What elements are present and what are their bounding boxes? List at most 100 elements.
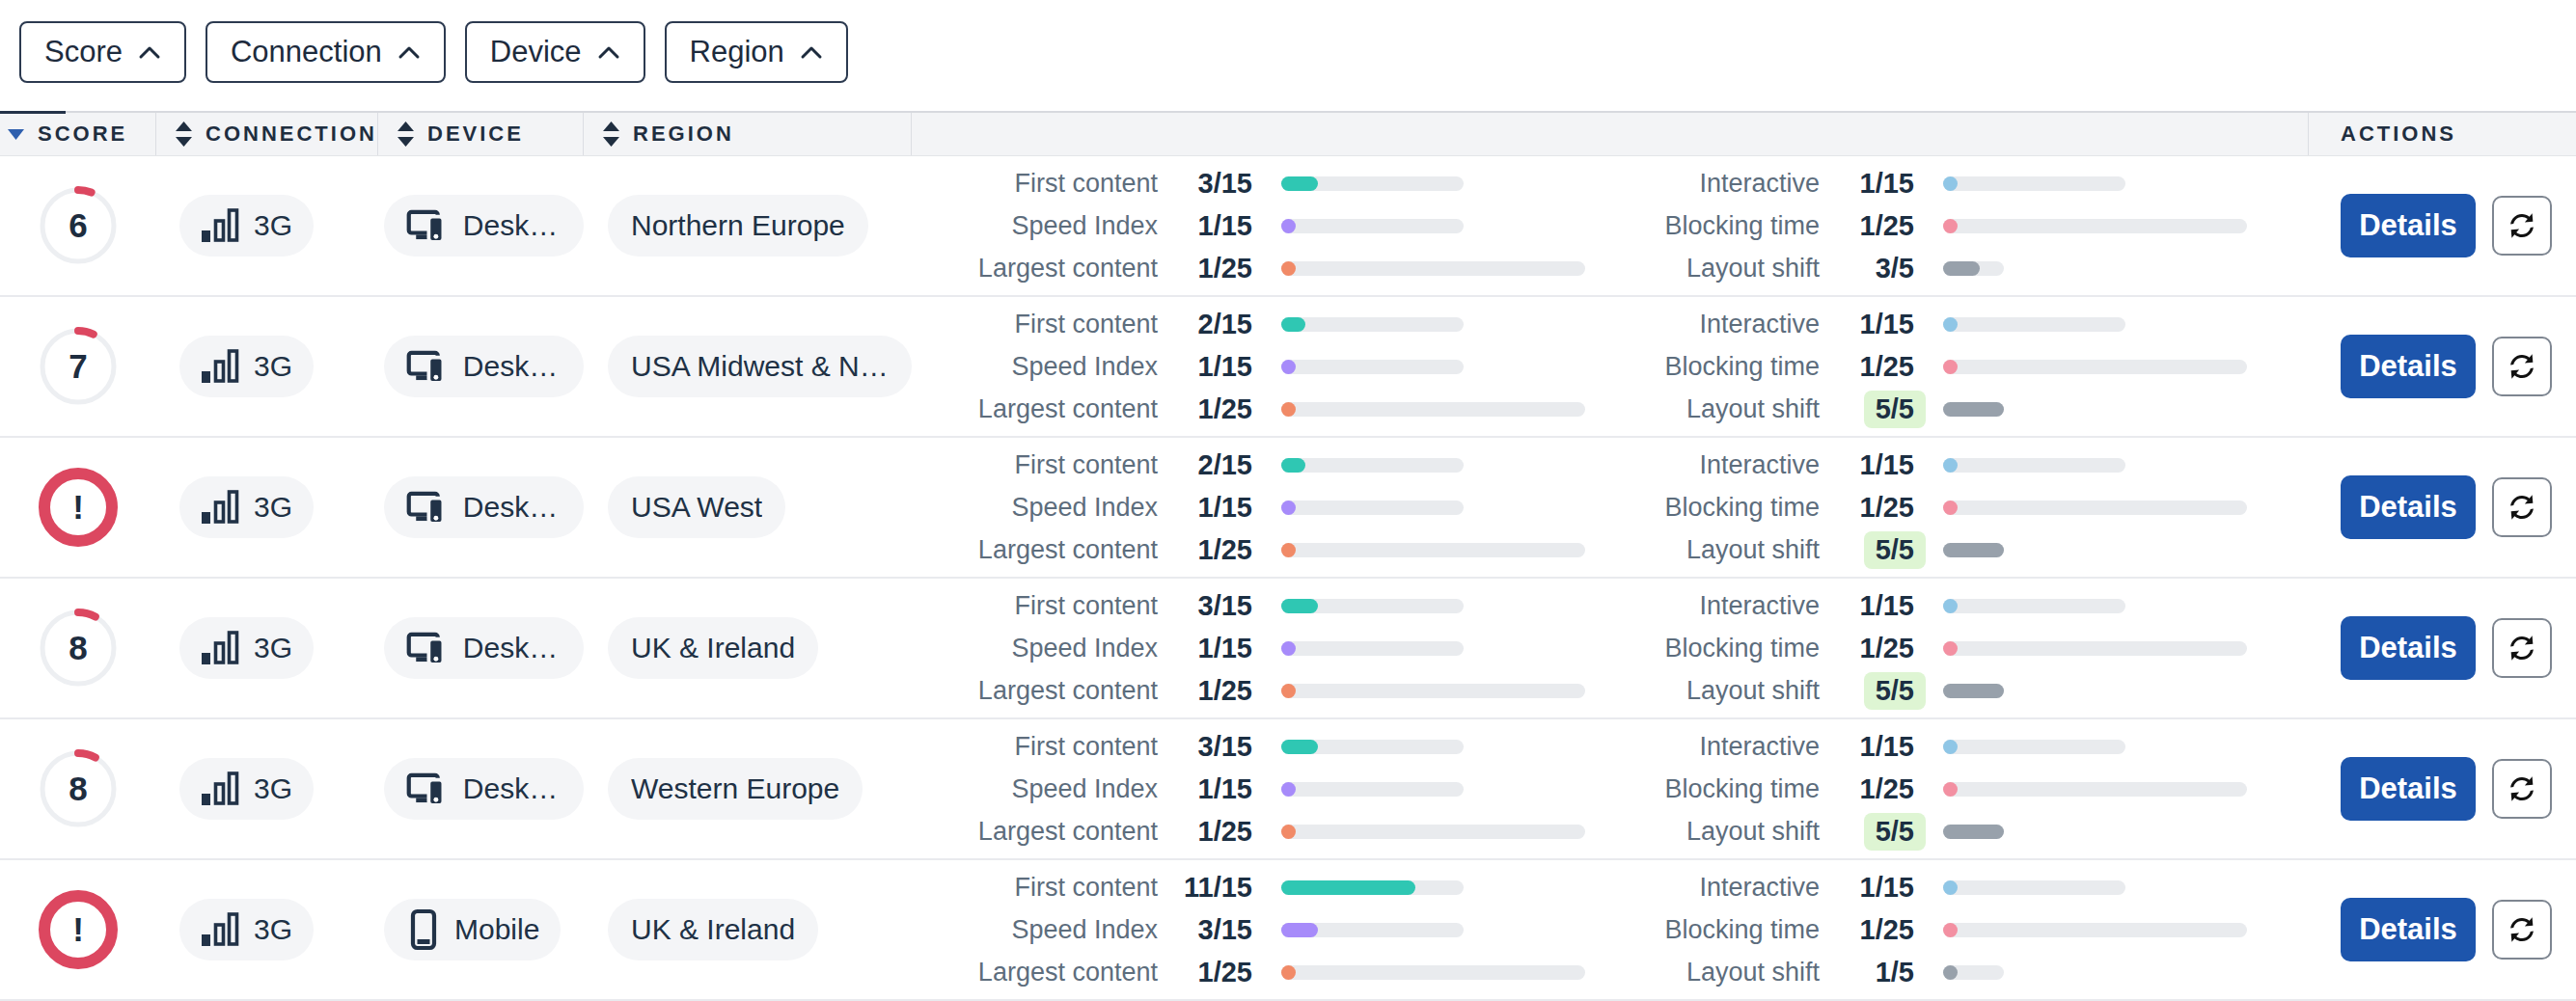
metric-bar <box>1943 543 2261 557</box>
metric-bar <box>1943 782 2261 797</box>
metric-bar-track <box>1943 740 2125 754</box>
metric-row-first_content: First content2/15 <box>912 444 1602 486</box>
sort-icon <box>603 122 619 147</box>
metric-row-layout_shift: Layout shift3/5 <box>1602 247 2309 289</box>
actions-cell: Details <box>2309 335 2576 398</box>
metric-bar-track <box>1281 825 1585 839</box>
metric-bar-fill <box>1943 641 1958 656</box>
metric-row-layout_shift: Layout shift5/5 <box>1602 388 2309 430</box>
metric-row-interactive: Interactive1/15 <box>1602 584 2309 627</box>
metric-row-largest_content: Largest content1/25 <box>912 810 1602 852</box>
metric-bar-fill <box>1281 261 1296 276</box>
metric-label: Layout shift <box>1602 254 1820 284</box>
metric-label: Interactive <box>1602 169 1820 199</box>
region-cell: USA Midwest & No… <box>584 336 912 397</box>
device-label: Desktop <box>463 632 562 664</box>
region-cell: Northern Europe <box>584 195 912 257</box>
metric-bar <box>1281 219 1600 233</box>
device-badge: Desktop <box>384 617 584 679</box>
metric-value: 1/25 <box>1820 633 1914 664</box>
metric-value: 1/15 <box>1820 449 1914 481</box>
metric-label: Largest content <box>912 958 1158 987</box>
details-button[interactable]: Details <box>2341 616 2476 680</box>
metric-bar-fill <box>1943 402 2004 417</box>
metric-bar <box>1943 500 2261 515</box>
metric-bar-track <box>1281 219 1464 233</box>
metric-bar <box>1281 641 1600 656</box>
metric-bar-fill <box>1943 543 2004 557</box>
region-label: USA West <box>631 491 762 524</box>
metric-value: 1/15 <box>1820 731 1914 763</box>
details-button[interactable]: Details <box>2341 898 2476 961</box>
filter-button-region[interactable]: Region <box>665 21 848 83</box>
metric-value: 11/15 <box>1158 872 1252 904</box>
metric-bar-track <box>1943 684 2004 698</box>
metrics-column-left: First content3/15Speed Index1/15Largest … <box>912 162 1602 289</box>
column-header-metrics <box>912 113 2309 155</box>
metric-value: 1/25 <box>1820 773 1914 805</box>
metric-value: 1/15 <box>1158 773 1252 805</box>
metric-bar <box>1281 923 1600 937</box>
metric-bar-fill <box>1943 500 1958 515</box>
connection-cell: 3G <box>156 758 378 820</box>
actions-cell: Details <box>2309 898 2576 961</box>
metric-row-largest_content: Largest content1/25 <box>912 388 1602 430</box>
metric-bar-track <box>1943 543 2004 557</box>
refresh-icon <box>2498 765 2547 814</box>
metric-label: Speed Index <box>912 774 1158 804</box>
filter-button-score[interactable]: Score <box>19 21 186 83</box>
metric-row-interactive: Interactive1/15 <box>1602 725 2309 768</box>
metrics-cell: First content2/15Speed Index1/15Largest … <box>912 303 2309 430</box>
metric-bar-fill <box>1943 458 1958 473</box>
metric-bar-fill <box>1943 923 1958 937</box>
rerun-test-button[interactable] <box>2492 196 2552 256</box>
rerun-test-button[interactable] <box>2492 759 2552 819</box>
metric-bar-track <box>1943 599 2125 613</box>
column-header-actions: ACTIONS <box>2309 113 2576 155</box>
metric-label: Speed Index <box>912 634 1158 663</box>
region-cell: UK & Ireland <box>584 899 912 960</box>
metrics-column-right: Interactive1/15Blocking time1/25Layout s… <box>1602 725 2309 852</box>
metric-label: Speed Index <box>912 352 1158 382</box>
rerun-test-button[interactable] <box>2492 337 2552 396</box>
filter-button-connection[interactable]: Connection <box>206 21 446 83</box>
metric-bar <box>1281 458 1600 473</box>
score-value: 8 <box>38 748 119 829</box>
rerun-test-button[interactable] <box>2492 618 2552 678</box>
metric-row-blocking_time: Blocking time1/25 <box>1602 204 2309 247</box>
metric-bar-fill <box>1943 825 2004 839</box>
metric-value-highlight: 5/5 <box>1864 672 1926 710</box>
score-cell: 7 <box>0 326 156 407</box>
metric-bar-track <box>1281 740 1464 754</box>
metric-label: First content <box>912 169 1158 199</box>
column-header-device[interactable]: DEVICE <box>378 113 584 155</box>
rerun-test-button[interactable] <box>2492 900 2552 960</box>
metric-bar-track <box>1943 176 2125 191</box>
metric-bar <box>1943 360 2261 374</box>
details-button[interactable]: Details <box>2341 757 2476 821</box>
metric-value: 3/15 <box>1158 914 1252 946</box>
column-header-region[interactable]: REGION <box>584 113 912 155</box>
refresh-icon <box>2498 342 2547 392</box>
region-badge: UK & Ireland <box>608 899 818 960</box>
region-badge: USA West <box>608 476 785 538</box>
metric-bar-fill <box>1943 219 1958 233</box>
score-error-badge: ! <box>38 467 119 548</box>
region-label: Western Europe <box>631 772 839 805</box>
details-button[interactable]: Details <box>2341 194 2476 257</box>
column-header-connection[interactable]: CONNECTION <box>156 113 378 155</box>
metric-row-first_content: First content3/15 <box>912 162 1602 204</box>
metrics-cell: First content11/15Speed Index3/15Largest… <box>912 866 2309 993</box>
metric-label: Interactive <box>1602 591 1820 621</box>
mobile-icon <box>405 908 442 951</box>
details-button[interactable]: Details <box>2341 475 2476 539</box>
metric-row-largest_content: Largest content1/25 <box>912 247 1602 289</box>
metrics-column-left: First content2/15Speed Index1/15Largest … <box>912 303 1602 430</box>
filter-button-device[interactable]: Device <box>465 21 645 83</box>
metric-value-highlight: 5/5 <box>1864 391 1926 428</box>
column-header-score[interactable]: SCORE <box>0 113 156 155</box>
details-button[interactable]: Details <box>2341 335 2476 398</box>
rerun-test-button[interactable] <box>2492 477 2552 537</box>
desktop-icon <box>405 204 451 247</box>
region-badge: USA Midwest & No… <box>608 336 912 397</box>
